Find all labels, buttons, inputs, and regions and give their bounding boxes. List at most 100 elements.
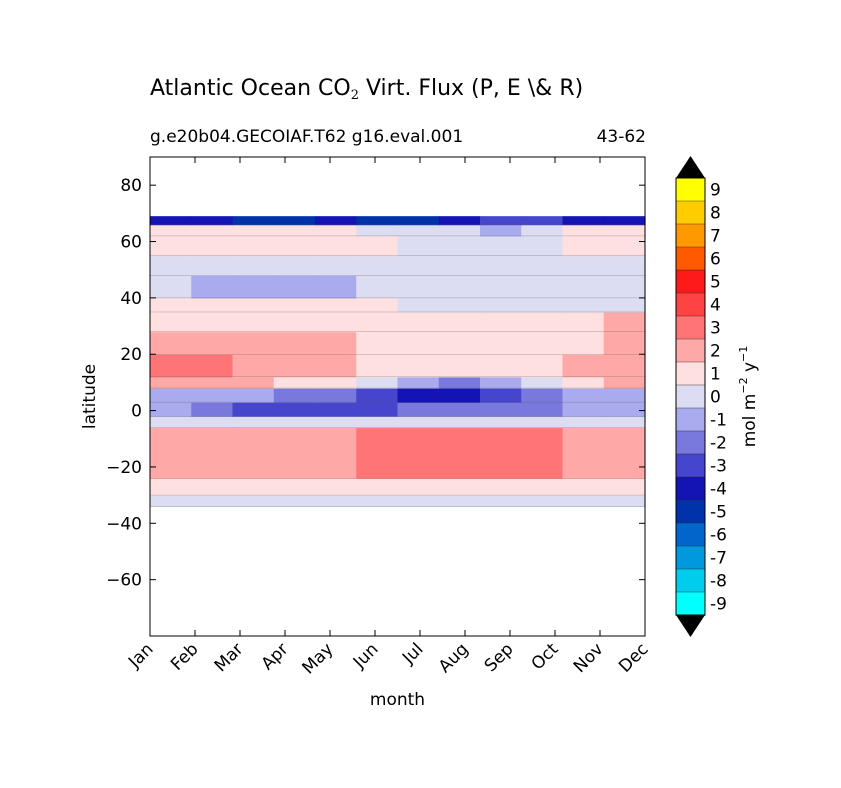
heatmap-cell	[191, 416, 234, 429]
colorbar-swatch	[675, 223, 706, 248]
heatmap-cell	[356, 311, 399, 333]
colorbar-swatch	[675, 292, 706, 317]
heatmap-cell	[562, 331, 605, 355]
colorbar-swatch	[675, 545, 706, 570]
heatmap-cell	[273, 478, 316, 496]
heatmap-cell	[150, 331, 192, 355]
colorbar-tick-label: 0	[710, 388, 721, 408]
heatmap-cell	[521, 224, 564, 237]
heatmap-cell	[150, 235, 192, 257]
heatmap-cell	[521, 354, 564, 378]
heatmap-cell	[562, 275, 605, 299]
heatmap-cell	[273, 427, 316, 479]
heatmap-cell	[603, 297, 646, 313]
colorbar-swatch	[675, 453, 706, 478]
heatmap-cell	[480, 478, 522, 496]
chart-title: Atlantic Ocean CO2 Virt. Flux (P, E \& R…	[150, 76, 584, 103]
heatmap-cell	[232, 235, 275, 257]
heatmap-cell	[397, 331, 440, 355]
colorbar-extend-bottom	[676, 615, 705, 637]
heatmap-cell	[397, 495, 440, 507]
colorbar-swatch	[675, 338, 706, 363]
heatmap-cell	[603, 478, 646, 496]
heatmap-cell	[315, 416, 357, 429]
heatmap-cell	[191, 495, 234, 507]
colorbar-tick-label: 5	[710, 273, 721, 293]
colorbar-tick-label: -4	[710, 480, 727, 500]
heatmap-cell	[603, 311, 646, 333]
y-tick-label: 40	[120, 289, 142, 309]
heatmap-cell	[521, 495, 564, 507]
colorbar-swatch	[675, 200, 706, 225]
heatmap-cell	[521, 376, 564, 389]
heatmap-cell	[562, 388, 605, 403]
x-tick-label: Jan	[124, 639, 157, 672]
heatmap-cell	[150, 255, 192, 276]
heatmap-cell	[521, 402, 564, 417]
heatmap-cell	[356, 402, 399, 417]
heatmap-cell	[356, 235, 399, 257]
heatmap-cell	[315, 275, 357, 299]
heatmap-cell	[315, 478, 357, 496]
heatmap-cell	[273, 354, 316, 378]
heatmap-cell	[562, 235, 605, 257]
heatmap-cell	[273, 311, 316, 333]
heatmap-cell	[150, 376, 192, 389]
heatmap-cell	[232, 311, 275, 333]
heatmap-cell	[480, 275, 522, 299]
heatmap-cell	[356, 297, 399, 313]
colorbar-swatch	[675, 522, 706, 547]
heatmap-cell	[191, 388, 234, 403]
heatmap-cell	[480, 311, 522, 333]
heatmap-cell	[397, 354, 440, 378]
colorbar-swatch	[675, 315, 706, 340]
x-tick-label: Jun	[349, 639, 383, 673]
heatmap-cell	[438, 297, 481, 313]
heatmap-cell	[150, 224, 192, 237]
y-tick-label: −20	[106, 458, 142, 478]
heatmap-cell	[603, 388, 646, 403]
heatmap-cell	[273, 388, 316, 403]
heatmap-cell	[232, 216, 275, 226]
heatmap-cell	[150, 311, 192, 333]
heatmap-cell	[315, 311, 357, 333]
heatmap-cell	[397, 376, 440, 389]
heatmap-cell	[273, 402, 316, 417]
colorbar-tick-label: -6	[710, 526, 727, 546]
x-axis-label: month	[370, 690, 425, 710]
heatmap-cell	[480, 297, 522, 313]
heatmap-cell	[397, 388, 440, 403]
heatmap-cell	[315, 216, 357, 226]
heatmap-cell	[397, 478, 440, 496]
heatmap-cell	[521, 216, 564, 226]
heatmap-cell	[521, 388, 564, 403]
colorbar-swatch	[675, 384, 706, 409]
colorbar-tick-label: -8	[710, 572, 727, 592]
heatmap-cell	[438, 388, 481, 403]
heatmap-cell	[315, 235, 357, 257]
heatmap-cell	[397, 216, 440, 226]
colorbar-frame	[675, 177, 706, 616]
heatmap-cell	[191, 235, 234, 257]
colorbar-tick-label: -1	[710, 411, 727, 431]
heatmap-cell	[273, 255, 316, 276]
heatmap-cell	[438, 427, 481, 479]
heatmap-cell	[191, 216, 234, 226]
colorbar-swatch	[675, 361, 706, 386]
y-axis-label: latitude	[80, 364, 100, 429]
x-tick-label: Feb	[167, 639, 202, 674]
heatmap-cell	[480, 416, 522, 429]
colorbar-swatch	[675, 499, 706, 524]
heatmap-cell	[150, 216, 192, 226]
heatmap-cell	[562, 427, 605, 479]
heatmap-cell	[356, 495, 399, 507]
heatmap-cell	[562, 402, 605, 417]
heatmap-cell	[562, 216, 605, 226]
y-tick-label: 60	[120, 233, 142, 253]
colorbar-tick-label: 4	[710, 296, 721, 316]
heatmap-cell	[397, 402, 440, 417]
heatmap-cell	[521, 255, 564, 276]
heatmap-cell	[480, 402, 522, 417]
heatmap-cell	[397, 255, 440, 276]
